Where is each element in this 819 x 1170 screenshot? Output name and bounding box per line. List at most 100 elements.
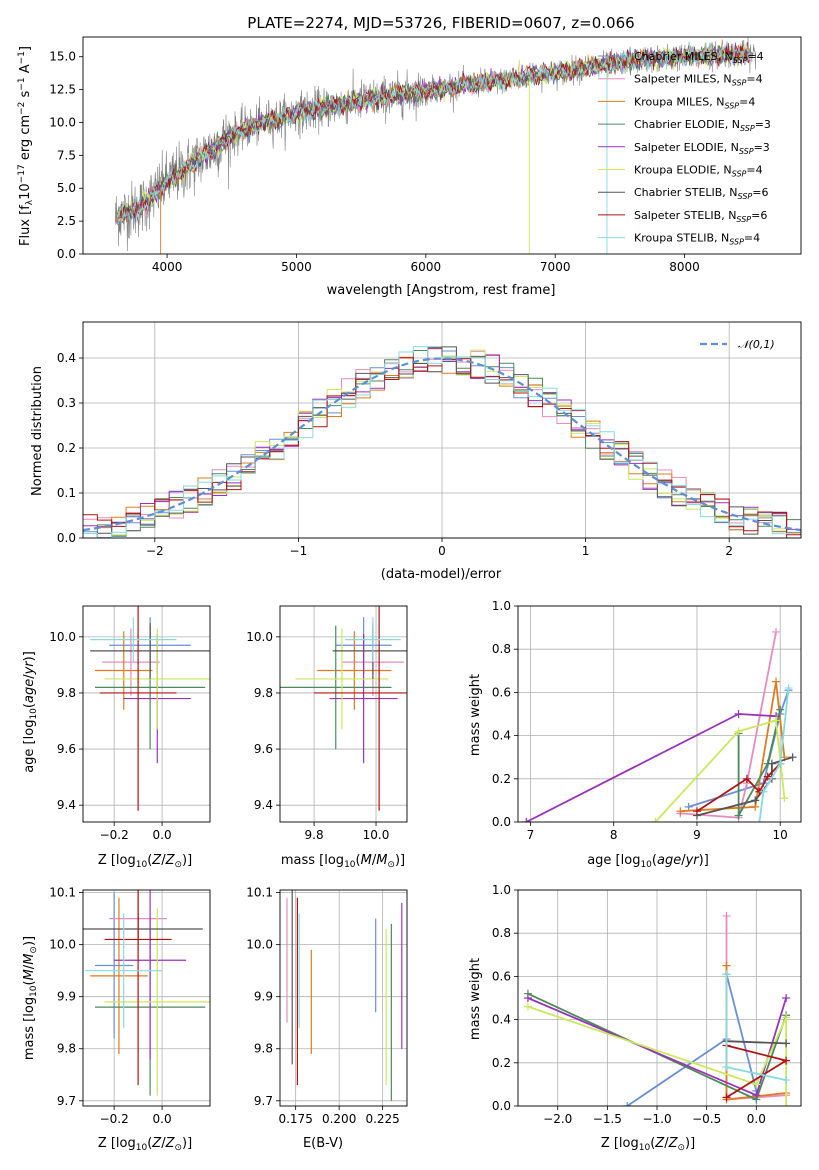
y-tick-label: 10.0 (49, 115, 76, 129)
x-tick-label: 8 (610, 828, 618, 842)
weight-vs-age-plot-area (522, 627, 797, 822)
age-vs-mass-grid (280, 606, 407, 822)
extinction-xlabel: E(B-V) (303, 1136, 343, 1151)
y-tick-label: 9.8 (57, 686, 76, 700)
legend-entry-5: Salpeter ELODIE, NSSP=3 (634, 141, 770, 156)
mass-weight-marker (734, 710, 743, 718)
mass-weight-marker (752, 1091, 761, 1100)
mass-weight-marker (763, 772, 772, 781)
weight-vs-Z-plot-area (523, 911, 791, 1106)
weight-vs-metallicity-panel: Z [log10(Z/Z⊙)] mass weight −2.0 −1.5 −1.0… (468, 883, 802, 1153)
mass-weight-marker (692, 807, 701, 816)
spectrum-panel: PLATE=2274, MJD=53726, FIBERID=0607, z=0… (17, 14, 802, 298)
y-tick-label: 5.0 (57, 181, 76, 195)
legend-entry-1: Chabrier MILES, NSSP=4 (634, 50, 764, 65)
normal-distribution-curve (83, 357, 801, 532)
y-tick-label: 7.5 (57, 148, 76, 162)
x-tick-label: 0.175 (278, 1112, 312, 1126)
y-tick-label: 9.9 (254, 990, 273, 1004)
x-tick-label: −2 (146, 544, 164, 558)
age-vs-Z-grid (83, 606, 210, 822)
weight-age-ylabel: mass weight (468, 674, 483, 756)
spectrum-frame (82, 36, 802, 255)
y-tick-label: 0.4 (57, 351, 76, 365)
mass-weight-marker (784, 684, 793, 693)
mass-weight-marker (752, 1080, 761, 1089)
y-tick-label: 0.0 (492, 815, 511, 829)
mass-weight-marker (782, 994, 791, 1002)
y-tick-label: 9.4 (57, 798, 76, 812)
y-tick-label: 12.5 (49, 83, 76, 97)
y-tick-label: 9.8 (57, 1042, 76, 1056)
mass-weight-marker (523, 1002, 532, 1011)
mass-weight-marker (676, 807, 685, 816)
y-tick-label: 10.1 (49, 886, 76, 900)
x-tick-label: 0.0 (153, 1112, 172, 1126)
y-tick-label: 9.8 (254, 1042, 273, 1056)
x-tick-label: 7000 (540, 260, 571, 274)
x-tick-label: 0.0 (153, 828, 172, 842)
mass-vs-EBV-plot-area (286, 890, 403, 1101)
mass-vs-metallicity-panel: Z [log10(Z/Z⊙)] mass [log10(M/M⊙)] −0.2 0… (22, 886, 211, 1153)
mass-weight-marker (522, 818, 531, 822)
y-tick-label: 2.5 (57, 214, 76, 228)
weight-metallicity-xlabel: Z [log10(Z/Z⊙)] (601, 1136, 695, 1153)
mass-weight-marker (772, 677, 781, 686)
mass-weight-marker (788, 753, 797, 762)
residual-xlabel: (data-model)/error (381, 567, 502, 582)
y-tick-label: 1.0 (492, 883, 511, 897)
mass-weight-marker (722, 970, 731, 979)
residual-frame (82, 321, 802, 539)
x-tick-label: 6000 (411, 260, 442, 274)
x-tick-label: −0.2 (100, 1112, 129, 1126)
x-tick-label: −0.2 (100, 828, 129, 842)
mass-weight-marker (722, 1093, 731, 1102)
mass-weight-marker (776, 705, 785, 714)
mass-weight-marker (782, 1013, 791, 1022)
mass-weight-marker (523, 994, 532, 1002)
spectrum-ylabel: Flux [fλ10−17 erg cm−2 s−1 A−1] (17, 46, 35, 246)
mass-weight-marker (767, 759, 776, 768)
x-tick-label: 10 (773, 828, 788, 842)
age-vs-mass-panel: mass [log10(M/M⊙)] 9.8 10.0 9.4 9.6 9.8 10.0 (246, 605, 408, 870)
mass-weight-marker (734, 727, 743, 736)
spectrum-plot-area (114, 37, 756, 254)
legend-entry-6: Kroupa ELODIE, NSSP=4 (634, 164, 763, 179)
mass-weight-line-3 (680, 681, 786, 813)
x-tick-label: −2.0 (543, 1112, 572, 1126)
mass-weight-marker (651, 818, 660, 822)
age-metallicity-xlabel: Z [log10(Z/Z⊙)] (98, 853, 192, 870)
legend-entry-7: Chabrier STELIB, NSSP=6 (634, 186, 768, 201)
age-vs-Z-frame (82, 605, 211, 823)
mass-weight-line-4 (737, 709, 782, 819)
mass-vs-EBV-frame (279, 889, 408, 1107)
residual-ylabel: Normed distribution (30, 366, 45, 496)
mass-weight-marker (623, 1102, 632, 1106)
x-tick-label: −0.5 (692, 1112, 721, 1126)
age-ylabel: age [log10(age/yr)] (22, 651, 39, 773)
x-tick-label: 4000 (152, 260, 183, 274)
mass-vs-Z-plot-area (83, 890, 210, 1096)
y-tick-label: 0.1 (57, 486, 76, 500)
x-tick-label: 8000 (669, 260, 700, 274)
y-tick-label: 9.7 (57, 1094, 76, 1108)
y-tick-label: 0.6 (492, 969, 511, 983)
mass-weight-marker (772, 716, 781, 725)
x-tick-label: −1.0 (642, 1112, 671, 1126)
y-tick-label: 0.8 (492, 926, 511, 940)
mass-ylabel: mass [log10(M/M⊙)] (22, 936, 39, 1060)
mass-weight-marker (782, 1076, 791, 1085)
mass-vs-Z-frame (82, 889, 211, 1107)
x-tick-label: −1.5 (593, 1112, 622, 1126)
age-vs-metallicity-panel: Z [log10(Z/Z⊙)] age [log10(age/yr)] −0.2… (22, 605, 211, 870)
mass-weight-marker (684, 802, 693, 811)
y-tick-label: 0.2 (492, 1056, 511, 1070)
mass-weight-marker (782, 1039, 791, 1048)
age-vs-mass-plot-area (280, 606, 407, 811)
legend-entry-2: Salpeter MILES, NSSP=4 (634, 73, 763, 88)
x-tick-label: 1 (582, 544, 590, 558)
y-tick-label: 0.0 (57, 247, 76, 261)
mass-weight-marker (782, 1102, 791, 1106)
normal-legend-label: 𝒩(0,1) (738, 338, 775, 351)
